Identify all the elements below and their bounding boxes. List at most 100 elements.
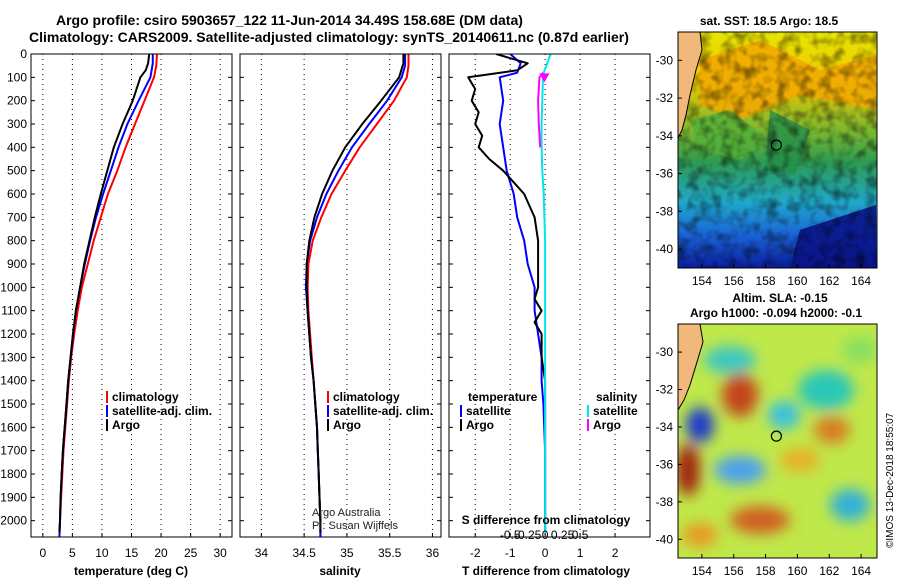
- salinity-panel: 34 34.5 35 35.5 36 salinity climatology sate…: [239, 53, 442, 578]
- sla-map-title: Altim. SLA: -0.15: [732, 291, 828, 305]
- x-tick-label: 10: [95, 546, 109, 560]
- sla-map-frame: [677, 323, 878, 559]
- imos-credit: ©IMOS 13-Dec-2018 18:55:07: [885, 412, 896, 548]
- series-line-satellite-adj-clim-: [58, 54, 154, 537]
- x-tick-label: 0: [542, 546, 549, 560]
- s-difference-tick-labels: -0.5-0.25 0 0.250.5: [500, 528, 589, 542]
- sst-map-title: sat. SST: 18.5 Argo: 18.5: [700, 14, 839, 28]
- depth-tick-label: 1900: [0, 490, 27, 504]
- t-difference-axis-label: T difference from climatology: [462, 564, 630, 578]
- salinity-grid: [240, 53, 441, 537]
- sla-map-panel: Altim. SLA: -0.15 Argo h1000: -0.094 h20…: [656, 291, 878, 578]
- depth-tick-labels: 0 100 200 300 400 500 600 700 800 900 1000 1100 1200…: [0, 47, 27, 528]
- sla-blob: [830, 489, 870, 521]
- sla-blob: [714, 456, 766, 484]
- credit-pi: PI: Susan Wijffels: [312, 520, 398, 532]
- series-line-temperature-argo: [467, 54, 547, 533]
- x-tick-label: 1: [577, 546, 584, 560]
- legend-climatology-label: climatology: [112, 390, 179, 404]
- map-lon-label: 164: [851, 564, 871, 578]
- depth-tick-label: 700: [7, 210, 27, 224]
- map-lat-label: -34: [656, 420, 674, 434]
- legend-argo-label: Argo: [333, 418, 361, 432]
- depth-tick-label: 1100: [1, 304, 27, 318]
- sla-blob: [814, 416, 850, 444]
- sla-blobs: [678, 336, 877, 547]
- sla-lon-tick-labels: 154 156 158 160 162 164: [692, 554, 871, 578]
- depth-tick-label: 1300: [0, 350, 27, 364]
- sla-land: [678, 324, 704, 411]
- x-tick-label: 20: [154, 546, 168, 560]
- legend-s-argo-label: Argo: [593, 418, 621, 432]
- x-tick-label: 35.5: [378, 546, 402, 560]
- series-line-climatology: [58, 54, 158, 537]
- depth-tick-label: 1200: [0, 327, 27, 341]
- s-diff-tick-label: -0.25: [514, 528, 542, 542]
- temperature-series: [58, 54, 158, 537]
- sst-lat-tick-labels: -30 -32 -34 -36 -38 -40: [656, 53, 682, 256]
- depth-tick-label: 1000: [0, 280, 27, 294]
- x-tick-label: 25: [184, 546, 198, 560]
- map-lat-label: -36: [656, 167, 674, 181]
- temperature-grid: [31, 53, 232, 537]
- sst-map-frame: [677, 31, 878, 269]
- x-tick-label: 5: [69, 546, 76, 560]
- sla-blob: [704, 346, 756, 374]
- x-tick-label: 34.5: [292, 546, 316, 560]
- depth-tick-label: 100: [7, 70, 27, 84]
- map-lat-label: -30: [656, 345, 674, 359]
- map-lon-label: 162: [819, 564, 839, 578]
- depth-tick-label: 800: [7, 234, 27, 248]
- difference-panel: -2 -1 0 1 2 T difference from climatology S …: [448, 53, 651, 578]
- depth-tick-label: 200: [7, 94, 27, 108]
- s-diff-tick-label: 0.5: [572, 528, 589, 542]
- s-diff-tick-label: 0: [542, 528, 549, 542]
- legend-salinity-title: salinity: [596, 390, 638, 404]
- depth-tick-label: 2000: [0, 514, 27, 528]
- surface-marker: [539, 73, 550, 83]
- x-tick-label: 36: [426, 546, 440, 560]
- series-line-satellite-adj-clim-: [304, 54, 407, 537]
- map-lon-label: 154: [692, 274, 712, 288]
- series-line-salinity-argo: [537, 72, 544, 148]
- salinity-legend: climatology satellite-adj. clim. Argo: [327, 390, 433, 432]
- series-line-climatology: [306, 54, 410, 537]
- map-lon-label: 158: [756, 274, 776, 288]
- depth-tick-label: 1500: [0, 397, 27, 411]
- x-tick-label: -1: [505, 546, 516, 560]
- salinity-tick-labels: 34 34.5 35 35.5 36: [255, 546, 440, 560]
- depth-tick-label: 500: [7, 164, 27, 178]
- map-lon-label: 160: [787, 564, 807, 578]
- salinity-series: [304, 54, 410, 537]
- map-lon-label: 162: [819, 274, 839, 288]
- x-tick-label: 0: [39, 546, 46, 560]
- map-lon-label: 164: [851, 274, 871, 288]
- sla-blob: [842, 336, 877, 364]
- sla-float-marker: [770, 430, 782, 442]
- temperature-legend: climatology satellite-adj. clim. Argo: [106, 390, 212, 432]
- x-tick-label: 30: [213, 546, 227, 560]
- legend-t-argo-label: Argo: [466, 418, 494, 432]
- depth-tick-label: 300: [7, 117, 27, 131]
- sla-field: [678, 324, 877, 558]
- legend-temperature-title: temperature: [468, 390, 538, 404]
- temperature-tick-labels: 0 5 10 15 20 25 30: [39, 546, 227, 560]
- x-tick-label: 2: [612, 546, 619, 560]
- legend-satellite-label: satellite-adj. clim.: [112, 404, 212, 418]
- depth-tick-label: 600: [7, 187, 27, 201]
- legend-argo-label: Argo: [112, 418, 140, 432]
- t-difference-tick-labels: -2 -1 0 1 2: [470, 546, 619, 560]
- series-line-argo: [305, 54, 405, 533]
- depth-tick-label: 0: [20, 47, 27, 61]
- map-lat-label: -40: [656, 532, 674, 546]
- legend-climatology-label: climatology: [333, 390, 400, 404]
- temperature-panel: 0100200300400500600700800900100011001200…: [0, 47, 233, 578]
- difference-legend: temperature satellite Argo salinity sate…: [460, 390, 638, 432]
- legend-satellite-label: satellite-adj. clim.: [333, 404, 433, 418]
- x-tick-label: 35: [340, 546, 354, 560]
- sla-blob: [798, 370, 854, 410]
- series-line-argo: [58, 54, 151, 533]
- difference-grid: [449, 53, 650, 537]
- sst-lon-tick-labels: 154 156 158 160 162 164: [692, 264, 871, 288]
